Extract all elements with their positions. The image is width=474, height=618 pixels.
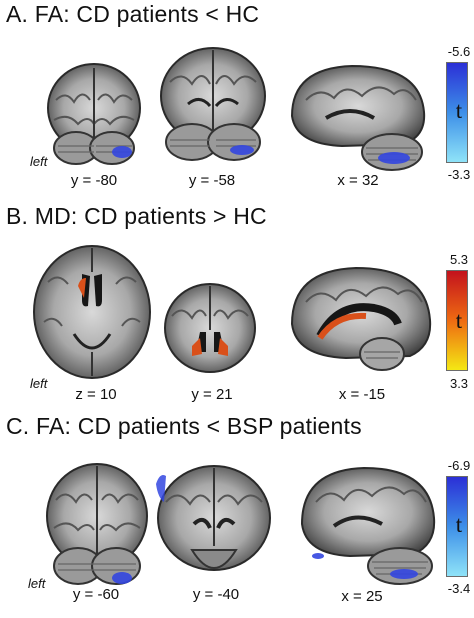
slice-coordinate: y = -60 (72, 586, 120, 603)
brain-sagittal-slice (290, 266, 432, 371)
colorbar-symbol: t (455, 512, 463, 537)
slice-coordinate: y = -58 (188, 172, 236, 189)
left-orientation-label: left (30, 376, 48, 391)
colorbar-min-label: 3.3 (449, 376, 469, 391)
panel-c: C. FA: CD patients < BSP patients left y… (0, 412, 474, 618)
slice-coordinate: y = -40 (192, 586, 240, 603)
slice-coordinate: x = -15 (338, 386, 386, 403)
colorbar (446, 270, 468, 371)
left-orientation-label: left (28, 576, 46, 591)
brain-axial-slice (33, 245, 151, 379)
slice-coordinate: z = 10 (75, 386, 117, 403)
brain-coronal-slice (156, 465, 271, 571)
colorbar-min-label: -3.4 (447, 581, 471, 596)
panel-c-title: C. FA: CD patients < BSP patients (6, 413, 362, 439)
brain-coronal-slice (160, 47, 266, 161)
colorbar-min-label: -3.3 (447, 167, 471, 182)
panel-a-title: A. FA: CD patients < HC (6, 1, 260, 27)
panel-b-title: B. MD: CD patients > HC (6, 203, 267, 229)
panel-a: A. FA: CD patients < HC left y = -80 y =… (0, 0, 474, 200)
colorbar-max-label: -6.9 (447, 458, 471, 473)
colorbar-symbol: t (455, 98, 463, 123)
slice-coordinate: x = 25 (341, 588, 383, 605)
slice-coordinate: y = 21 (191, 386, 233, 403)
brain-coronal-slice (164, 283, 256, 373)
brain-coronal-slice (46, 463, 148, 585)
colorbar-max-label: 5.3 (449, 252, 469, 267)
brain-coronal-slice (47, 63, 141, 165)
brain-sagittal-slice (300, 466, 436, 585)
left-orientation-label: left (30, 154, 48, 169)
brain-sagittal-slice (290, 64, 426, 171)
colorbar-symbol: t (455, 308, 463, 333)
colorbar (446, 62, 468, 163)
colorbar-max-label: -5.6 (447, 44, 471, 59)
slice-coordinate: x = 32 (337, 172, 379, 189)
colorbar (446, 476, 468, 577)
slice-coordinate: y = -80 (70, 172, 118, 189)
panel-b: B. MD: CD patients > HC left z = 10 y = … (0, 200, 474, 410)
